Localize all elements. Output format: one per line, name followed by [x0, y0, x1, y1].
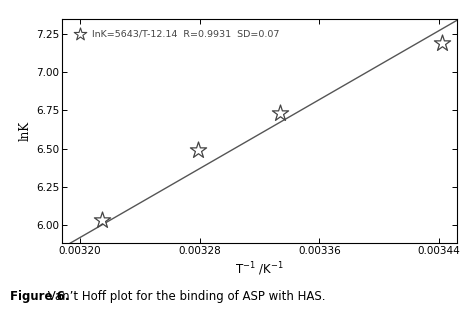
X-axis label: T$^{-1}$ /K$^{-1}$: T$^{-1}$ /K$^{-1}$ [235, 260, 284, 278]
Point [194, 148, 202, 153]
Point [277, 111, 284, 116]
Point [99, 218, 106, 223]
Y-axis label: lnK: lnK [19, 121, 32, 141]
Text: Van’t Hoff plot for the binding of ASP with HAS.: Van’t Hoff plot for the binding of ASP w… [44, 290, 325, 303]
Point [76, 32, 84, 37]
Text: Figure 6.: Figure 6. [10, 290, 69, 303]
Point [438, 41, 446, 46]
Text: lnK=5643/T-12.14  R=0.9931  SD=0.07: lnK=5643/T-12.14 R=0.9931 SD=0.07 [92, 30, 279, 38]
